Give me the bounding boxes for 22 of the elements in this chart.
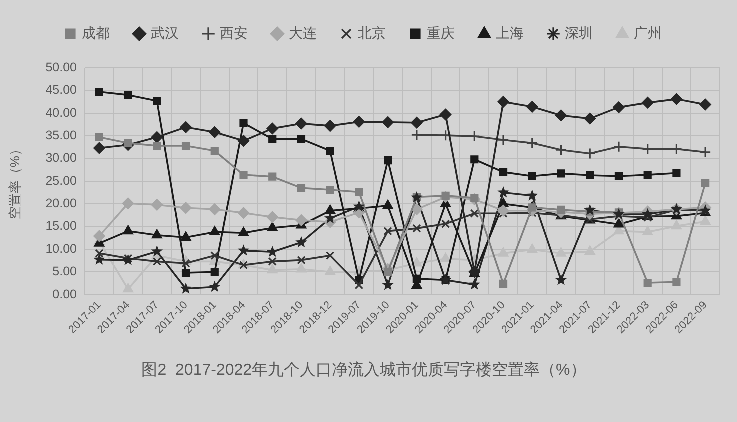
y-tick-label: 35.00 [46,128,78,142]
legend-label: 武汉 [151,24,179,41]
y-tick-label: 30.00 [46,151,78,166]
legend-label: 重庆 [427,24,455,41]
legend-label: 北京 [358,24,386,41]
legend-label: 上海 [496,24,524,41]
y-tick-label: 50.00 [46,60,78,74]
legend-label: 西安 [220,24,248,41]
y-tick-label: 5.00 [52,264,78,279]
legend-label: 成都 [82,24,110,41]
y-axis-title: 空置率（%） [7,143,22,220]
y-tick-label: 45.00 [46,83,78,98]
y-tick-label: 0.00 [52,287,78,302]
y-tick-label: 40.00 [46,106,78,120]
y-tick-label: 20.00 [46,196,78,211]
y-tick-label: 15.00 [46,219,78,234]
legend-label: 大连 [289,24,317,41]
text: 图2 2017-2022年九个人口净流入城市优质写字楼空置率（%） [142,360,586,379]
y-tick-label: 25.00 [46,174,78,188]
legend-label: 深圳 [565,24,593,41]
legend-label: 广州 [634,24,662,41]
y-tick-label: 10.00 [46,242,78,256]
